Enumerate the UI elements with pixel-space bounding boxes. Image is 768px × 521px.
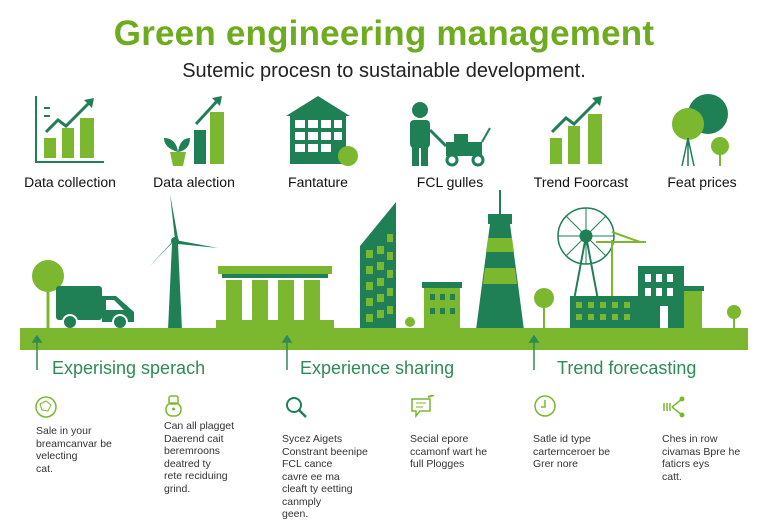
page-subtitle: Sutemic procesn to sustainable developme… (182, 60, 586, 82)
top-label-fantature: Fantature (288, 174, 348, 190)
trend-chart-icon (550, 96, 602, 164)
tree-right-1 (534, 288, 554, 330)
tree-right-2 (727, 305, 741, 330)
section-heading-experience-sharing: Experience sharing (300, 358, 455, 378)
top-label-trend-forecast: Trend Foorcast (533, 174, 629, 190)
globe-icon (35, 396, 57, 418)
detail-text-6: Ches in row civamas Bpre he faticrs eys … (662, 433, 741, 483)
detail-text-5: Satle id type carternceroer be Grer nore (533, 433, 611, 470)
trees-icon (672, 94, 729, 167)
ground-bar (20, 328, 748, 350)
top-icons-row (35, 94, 729, 167)
small-bush (405, 317, 415, 327)
building-icon (286, 96, 358, 166)
section-heading-trend-forecasting: Trend forecasting (557, 358, 697, 378)
small-building (422, 282, 462, 330)
construction-crane (596, 231, 646, 300)
delivery-truck (56, 286, 134, 330)
columned-building (216, 266, 334, 328)
detail-text-1: Sale in your breamcanvar be velecting ca… (36, 425, 112, 475)
detail-text-4: Secial epore ccamonf wart he full Plogge… (410, 433, 488, 470)
lock-icon (165, 395, 182, 417)
detail-text-3: Sycez Aigets Constrant beenipe FCL cance… (282, 433, 368, 520)
top-label-fcl-gulles: FCL gulles (416, 174, 484, 190)
factory-complex (570, 266, 704, 330)
top-label-feat-prices: Feat prices (667, 174, 737, 190)
tall-office-tower (360, 202, 396, 330)
tree-left (32, 260, 64, 330)
top-label-data-alection: Data alection (153, 174, 235, 190)
ferris-wheel (557, 207, 615, 301)
clock-icon (534, 395, 556, 417)
share-icon (663, 396, 685, 418)
detail-text-2: Can all plagget Daerend cait beremroons … (164, 420, 235, 495)
chat-icon (411, 395, 435, 419)
section-arrows (31, 334, 540, 370)
wind-turbine (148, 194, 218, 330)
worker-mower-icon (410, 102, 491, 167)
page-title: Green engineering management (113, 14, 655, 53)
plant-chart-icon (164, 96, 224, 166)
city-skyline-illustration (20, 190, 748, 370)
search-icon (286, 397, 307, 418)
top-label-data-collection: Data collection (24, 174, 116, 190)
chart-growth-icon (35, 96, 104, 163)
section-heading-experising-sperach: Experising sperach (52, 358, 206, 378)
lighthouse-tower (476, 190, 524, 330)
